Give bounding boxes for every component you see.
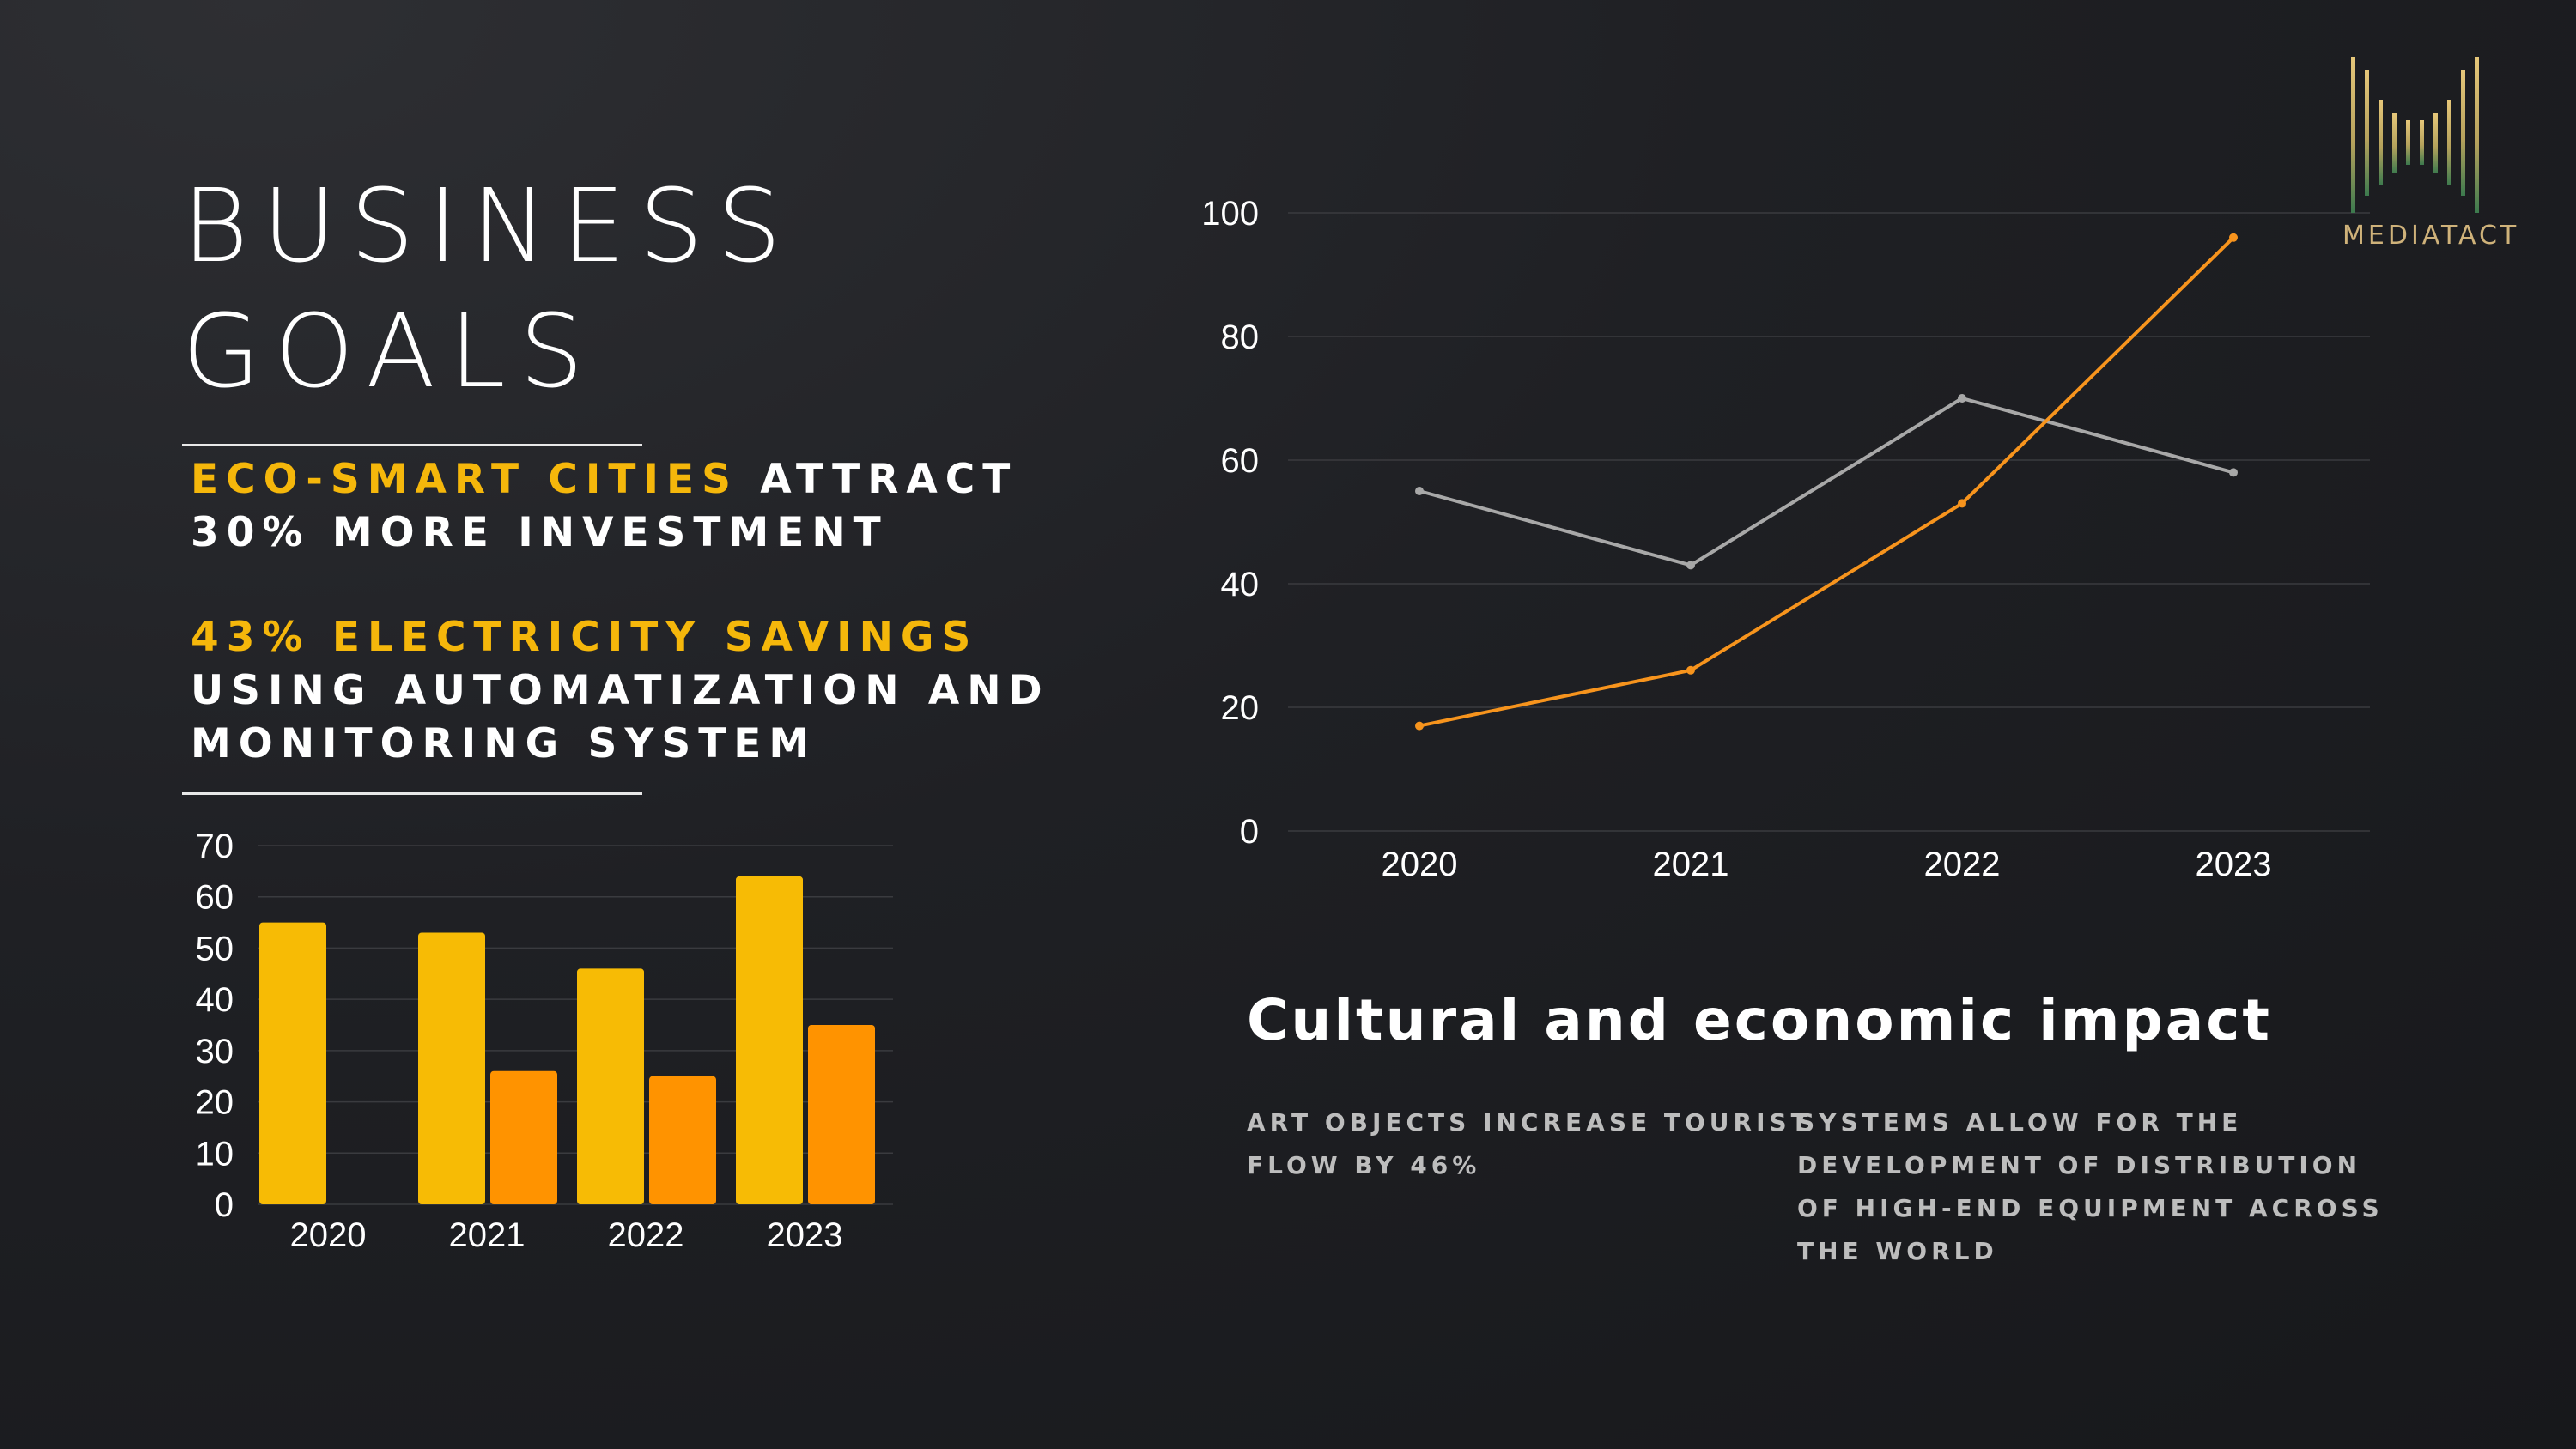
line-chart-point: [1958, 499, 1966, 508]
logo-text: MEDIATACT: [2342, 221, 2520, 251]
bar-chart-bar: [259, 922, 326, 1204]
line-chart-point: [1686, 561, 1695, 570]
line-chart-point: [1415, 721, 1424, 731]
line-chart-point: [1686, 665, 1695, 675]
line-chart-y-tick: 100: [1201, 195, 1259, 233]
bar-chart-bar: [649, 1076, 716, 1204]
line-chart-x-tick: 2021: [1653, 846, 1729, 883]
bar-chart-y-tick: 70: [196, 828, 234, 865]
bar-chart-x-tick: 2022: [608, 1216, 684, 1254]
bar-chart-x-tick: 2021: [449, 1216, 526, 1254]
bar-chart-y-tick: 10: [196, 1135, 234, 1173]
bar-chart-y-tick: 0: [215, 1186, 234, 1224]
stat-electricity-highlight: 43% ELECTRICITY SAVINGS: [191, 614, 979, 661]
bar-chart-y-tick: 50: [196, 930, 234, 967]
bar-chart-bar: [808, 1025, 875, 1204]
stat-investment-rest: ATTRACT: [738, 456, 1018, 503]
impact-text-tourism-line2: FLOW BY 46%: [1247, 1151, 1481, 1179]
stat-electricity: 43% ELECTRICITY SAVINGS USING AUTOMATIZA…: [191, 611, 1050, 771]
impact-text-equipment: SYSTEMS ALLOW FOR THE DEVELOPMENT OF DIS…: [1797, 1101, 2384, 1273]
impact-text-equipment-line4: THE WORLD: [1797, 1237, 1998, 1265]
bar-chart-y-tick: 30: [196, 1033, 234, 1070]
line-chart-point: [1415, 487, 1424, 495]
title-line-2: GOALS: [182, 292, 598, 410]
stat-electricity-line3: MONITORING SYSTEM: [191, 720, 817, 767]
bar-chart-x-tick: 2023: [767, 1216, 843, 1254]
impact-text-equipment-line1: SYSTEMS ALLOW FOR THE: [1797, 1108, 2243, 1137]
line-chart-point: [2229, 233, 2238, 242]
top-divider: [182, 444, 642, 446]
stat-investment: ECO-SMART CITIES ATTRACT 30% MORE INVEST…: [191, 453, 1018, 560]
bar-chart-bar: [418, 932, 485, 1204]
impact-title: Cultural and economic impact: [1247, 987, 2272, 1053]
bar-chart-bar: [490, 1070, 557, 1204]
line-chart-series-line: [1419, 397, 2234, 567]
impact-text-equipment-line2: DEVELOPMENT OF DISTRIBUTION: [1797, 1151, 2362, 1179]
line-chart-point: [1958, 394, 1966, 403]
title-line-1: BUSINESS: [182, 167, 795, 285]
mediatact-logo-icon: [2351, 57, 2479, 213]
line-chart-y-tick: 40: [1221, 566, 1260, 603]
line-chart-y-tick: 20: [1221, 689, 1260, 727]
bar-chart-x-tick: 2020: [290, 1216, 367, 1254]
bottom-divider: [182, 792, 642, 795]
impact-text-tourism-line1: ART OBJECTS INCREASE TOURIST: [1247, 1108, 1812, 1137]
stat-investment-highlight: ECO-SMART CITIES: [191, 456, 738, 503]
line-chart-point: [2229, 468, 2238, 477]
page-title: BUSINESS GOALS: [182, 163, 795, 414]
line-chart-series-line: [1419, 236, 2235, 728]
stat-electricity-line2: USING AUTOMATIZATION AND: [191, 667, 1050, 714]
impact-text-equipment-line3: OF HIGH-END EQUIPMENT ACROSS: [1797, 1194, 2384, 1222]
bar-chart-y-tick: 60: [196, 879, 234, 917]
bar-chart-bar: [736, 876, 803, 1204]
line-chart-x-tick: 2020: [1382, 846, 1458, 883]
bar-chart-y-tick: 40: [196, 981, 234, 1019]
line-chart-y-tick: 0: [1240, 813, 1259, 851]
bar-chart-bar: [577, 968, 644, 1204]
line-chart-x-tick: 2023: [2196, 846, 2272, 883]
line-chart-x-tick: 2022: [1924, 846, 2001, 883]
bar-chart-y-tick: 20: [196, 1084, 234, 1122]
line-chart-y-tick: 60: [1221, 442, 1260, 480]
stat-investment-line2: 30% MORE INVESTMENT: [191, 509, 889, 556]
impact-text-tourism: ART OBJECTS INCREASE TOURIST FLOW BY 46%: [1247, 1101, 1812, 1187]
line-chart-y-tick: 80: [1221, 318, 1260, 356]
